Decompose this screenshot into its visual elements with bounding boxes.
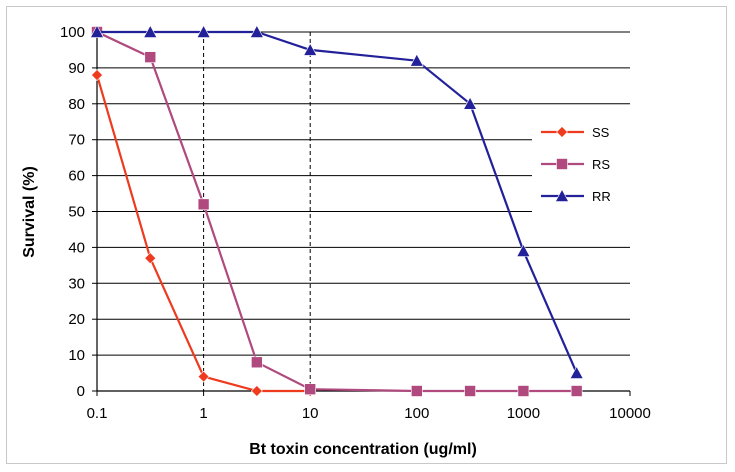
y-tick-label: 90 [68,60,85,77]
legend-marker-ss [556,126,568,138]
x-tick-label: 1000 [507,405,540,422]
legend-backdrop [532,118,632,216]
legend-label-rs: RS [592,157,610,172]
y-tick-label: 30 [68,275,85,292]
data-point-rs [251,356,263,369]
data-point-rs [517,385,530,397]
y-tick-label: 100 [60,24,85,41]
data-point-rr [196,24,211,38]
legend: SS RS RR [541,125,611,204]
data-point-rs [410,385,423,397]
data-point-rs [464,385,476,397]
x-tick-label: 100 [404,405,429,422]
data-point-ss [250,385,263,397]
y-tick-label: 50 [68,204,85,221]
x-tick-labels: 0.1 1 10 100 1000 10000 [87,405,651,422]
y-tick-labels: 0 10 20 30 40 50 60 70 80 90 100 [60,24,85,400]
y-tick-label: 10 [68,347,85,364]
y-tick-label: 0 [77,383,85,400]
data-point-rr [409,53,424,67]
legend-marker-rr [554,188,570,202]
data-point-ss [144,252,157,265]
legend-item-rs: RS [541,157,610,172]
data-series [89,24,584,397]
x-tick-label: 1 [199,405,207,422]
data-point-rr [463,96,478,110]
data-point-rs [304,383,317,396]
reference-lines [203,32,311,391]
x-tick-label: 0.1 [87,405,108,422]
y-axis-title: Survival (%) [21,166,38,258]
data-point-rs [144,51,157,63]
x-tick-label: 10 [302,405,319,422]
legend-item-rr: RR [541,188,611,204]
data-point-ss [197,370,210,383]
data-point-rs [197,198,210,211]
series-rr [89,24,584,379]
x-tick-label: 10000 [609,405,651,422]
y-tick-label: 20 [68,311,85,328]
legend-item-ss: SS [541,125,610,140]
y-tick-label: 80 [68,96,85,113]
data-point-ss [91,69,103,82]
x-axis-title: Bt toxin concentration (ug/ml) [249,441,477,458]
data-point-rr [89,24,105,38]
data-point-rr [249,24,264,38]
data-point-rr [569,365,584,379]
data-point-rr [143,24,158,38]
data-point-rr [516,243,531,257]
legend-label-rr: RR [592,189,611,204]
chart-frame [6,6,727,464]
data-point-rs [570,385,583,397]
y-tick-label: 40 [68,239,85,256]
legend-label-ss: SS [592,125,610,140]
legend-marker-rs [556,158,568,170]
data-point-rr [303,42,318,56]
series-line-rr [97,30,578,374]
grid-lines [97,31,632,356]
y-tick-label: 60 [68,168,85,185]
y-tick-label: 70 [68,132,85,149]
